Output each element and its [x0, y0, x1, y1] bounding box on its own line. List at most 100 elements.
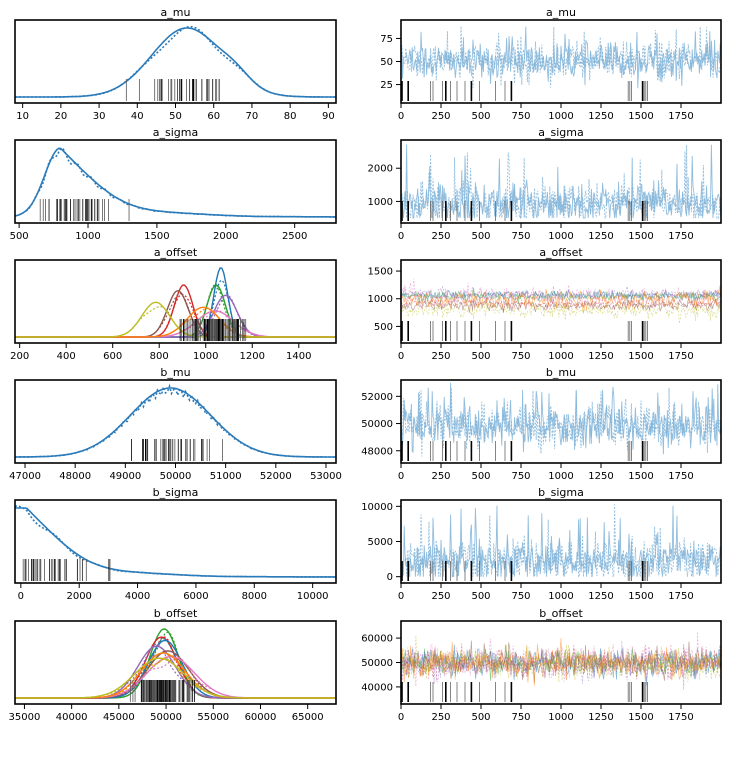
x-tick-label: 750 [511, 712, 530, 723]
subplot-title: b_sigma [153, 486, 199, 499]
y-tick-label: 40000 [361, 682, 393, 693]
subplot-title: b_mu [160, 366, 190, 379]
axes-frame [14, 379, 337, 464]
x-tick-label: 1000 [548, 231, 573, 242]
trace-line-series-8 [401, 635, 721, 683]
kde-line-series-7 [15, 306, 336, 338]
x-tick-label: 200 [10, 351, 29, 362]
x-tick-label: 90 [322, 111, 335, 122]
subplot-a_sigma-kde: a_sigma 500 1000 1500 2000 2500 [10, 126, 337, 242]
kde-dashed-series-8 [15, 658, 336, 699]
y-tick-label: 5000 [368, 537, 393, 548]
x-tick-label: 1500 [628, 591, 653, 602]
x-tick-label: 750 [511, 111, 530, 122]
kde-line-chain-2 [15, 147, 336, 218]
plot-area [401, 504, 721, 581]
x-tick-label: 53000 [310, 471, 342, 482]
x-tick-label: 1200 [240, 351, 265, 362]
x-tick-label: 40 [131, 111, 144, 122]
trace-line-series-8 [401, 300, 721, 324]
subplot-title: a_mu [546, 6, 576, 19]
x-tick-label: 0 [398, 111, 404, 122]
kde-line-chain-2 [15, 505, 336, 578]
x-tick-label: 1250 [588, 591, 613, 602]
trace-line-chain-2 [401, 504, 721, 579]
x-tick-label: 2000 [66, 591, 91, 602]
y-tick-label: 25 [380, 80, 393, 91]
x-tick-label: 80 [284, 111, 297, 122]
x-tick-label: 1500 [628, 471, 653, 482]
x-tick-label: 1750 [668, 471, 693, 482]
plot-area [15, 147, 336, 221]
x-tick-label: 45000 [103, 712, 135, 723]
subplot-a_sigma-trace: a_sigma 0 250 500 750 1000 1250 1500 1750 1000 200… [368, 126, 722, 242]
y-tick-label: 2000 [368, 164, 393, 175]
subplot-a_offset-trace: a_offset 0 250 500 750 1000 1250 1500 1750 500 100… [368, 246, 722, 362]
plot-area [401, 631, 721, 702]
x-tick-label: 1400 [286, 351, 311, 362]
x-tick-label: 0 [398, 351, 404, 362]
subplot-b_sigma-trace: b_sigma 0 250 500 750 1000 1250 1500 1750 0 5000 10… [361, 486, 722, 602]
x-tick-label: 1250 [588, 351, 613, 362]
kde-line-series-8 [15, 301, 336, 338]
axes-frame [14, 139, 337, 224]
x-tick-label: 400 [57, 351, 76, 362]
x-tick-label: 0 [398, 591, 404, 602]
x-tick-label: 50 [169, 111, 182, 122]
x-tick-label: 48000 [59, 471, 91, 482]
subplot-b_mu-kde: b_mu 47000 48000 49000 50000 51000 52000 53000 [9, 366, 342, 482]
x-tick-label: 500 [471, 471, 490, 482]
x-tick-label: 30 [93, 111, 106, 122]
x-tick-label: 500 [471, 231, 490, 242]
plot-area [15, 267, 336, 341]
subplot-b_offset-trace: b_offset 0 250 500 750 1000 1250 1500 1750 40000 5… [361, 607, 722, 723]
subplot-title: b_mu [546, 366, 576, 379]
x-tick-label: 1000 [548, 111, 573, 122]
axes-frame [14, 499, 337, 584]
x-tick-label: 1000 [548, 591, 573, 602]
trace-line-chain-1 [401, 505, 721, 578]
x-tick-label: 49000 [109, 471, 141, 482]
x-tick-label: 40000 [56, 712, 88, 723]
x-tick-label: 2000 [213, 231, 238, 242]
trace-line-series-7 [401, 285, 721, 314]
x-tick-label: 500 [471, 591, 490, 602]
x-tick-label: 52000 [260, 471, 292, 482]
kde-line-chain-1 [15, 507, 336, 578]
subplot-title: a_offset [154, 246, 198, 259]
y-tick-label: 50000 [361, 419, 393, 430]
subplot-b_mu-trace: b_mu 0 250 500 750 1000 1250 1500 1750 48000 50000… [361, 366, 722, 482]
x-tick-label: 500 [10, 231, 29, 242]
x-tick-label: 0 [398, 712, 404, 723]
plot-area [15, 25, 336, 101]
x-tick-label: 1750 [668, 591, 693, 602]
x-tick-label: 1250 [588, 471, 613, 482]
x-tick-label: 1750 [668, 231, 693, 242]
x-tick-label: 600 [103, 351, 122, 362]
x-tick-label: 1000 [548, 471, 573, 482]
trace-line-chain-2 [401, 144, 721, 220]
x-tick-label: 2500 [282, 231, 307, 242]
x-tick-label: 60000 [245, 712, 277, 723]
kde-line-chain-2 [15, 383, 336, 458]
x-tick-label: 750 [511, 471, 530, 482]
subplot-title: b_sigma [538, 486, 584, 499]
x-tick-label: 500 [471, 712, 490, 723]
x-tick-label: 1500 [628, 231, 653, 242]
x-tick-label: 250 [431, 471, 450, 482]
x-tick-label: 0 [18, 591, 24, 602]
y-tick-label: 1500 [368, 267, 393, 278]
subplot-b_sigma-kde: b_sigma 0 2000 4000 6000 8000 10000 [14, 486, 337, 602]
subplot-a_offset-kde: a_offset 200 400 600 800 1000 1200 1400 [10, 246, 337, 362]
x-tick-label: 51000 [210, 471, 242, 482]
y-tick-label: 48000 [361, 446, 393, 457]
x-tick-label: 20 [54, 111, 67, 122]
x-tick-label: 250 [431, 231, 450, 242]
trace-line-series-5 [401, 296, 721, 313]
x-tick-label: 750 [511, 231, 530, 242]
y-tick-label: 1000 [368, 294, 393, 305]
y-tick-label: 50000 [361, 658, 393, 669]
x-tick-label: 10 [16, 111, 29, 122]
x-tick-label: 70 [246, 111, 259, 122]
